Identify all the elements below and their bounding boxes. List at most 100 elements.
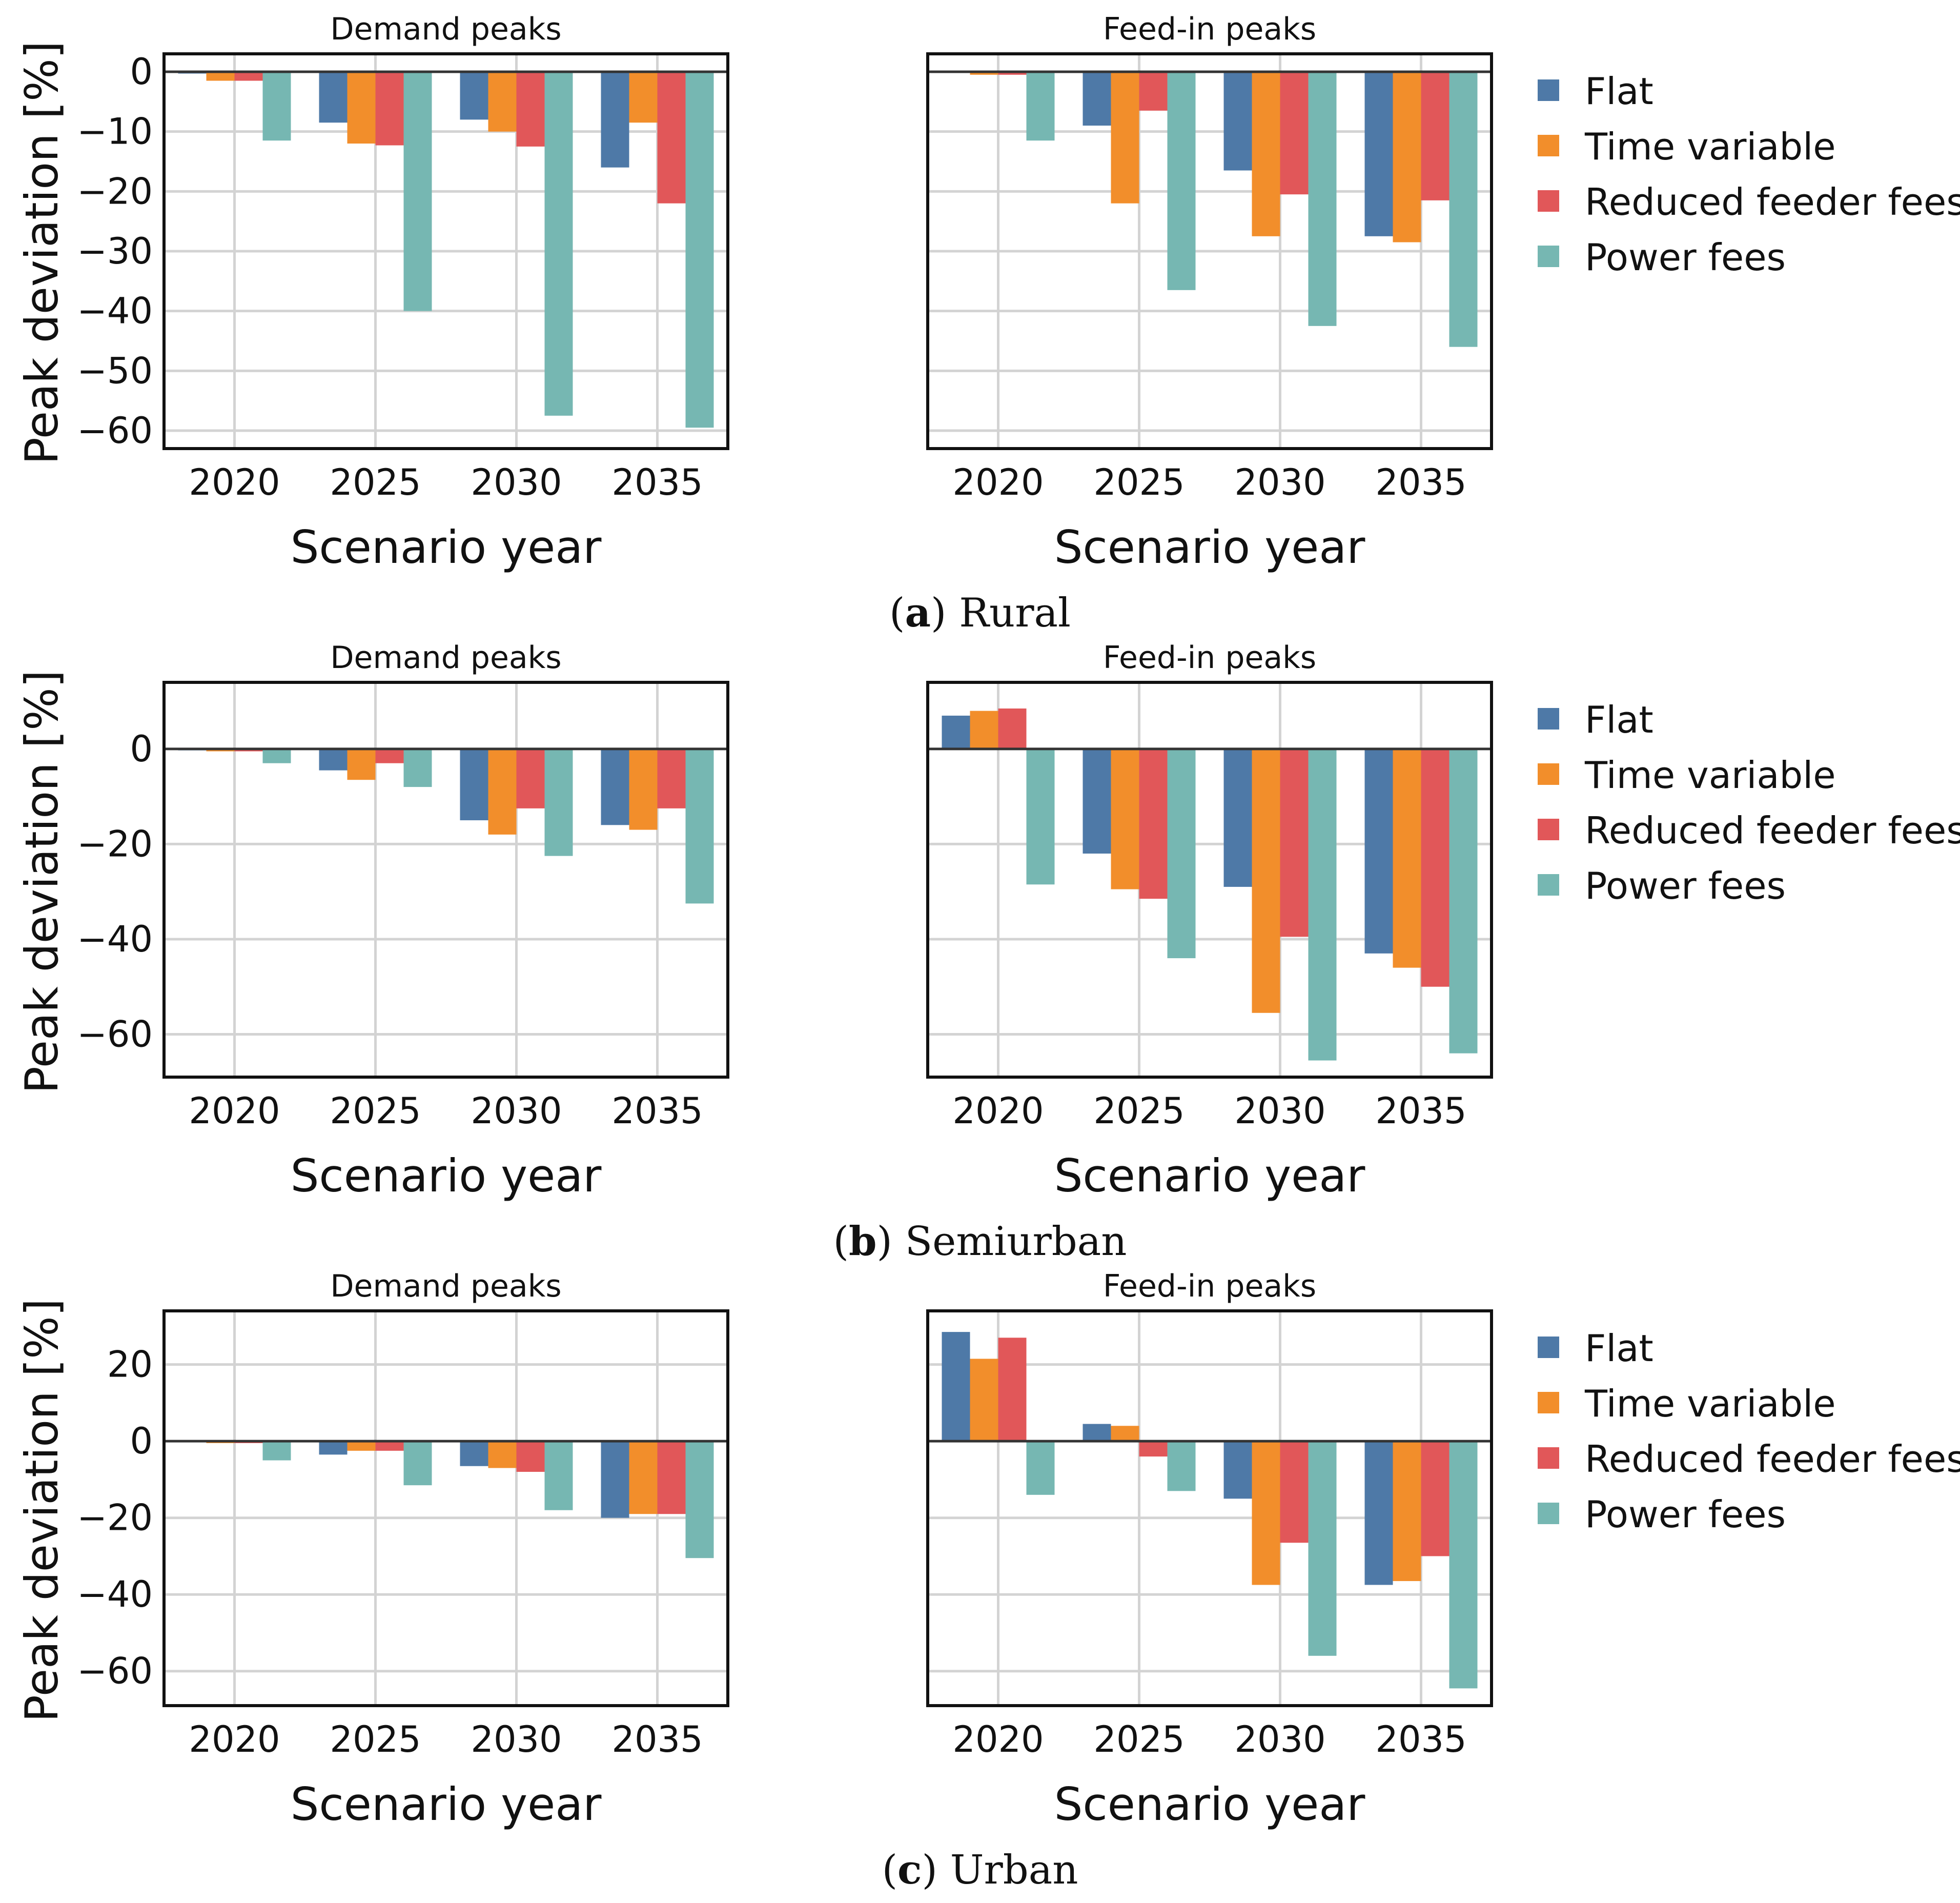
bar-reduced-feeder-fees-2030	[1280, 1441, 1309, 1543]
bar-time-variable-2030	[1252, 1441, 1280, 1585]
y-tick-label: −20	[77, 823, 153, 865]
legend-swatch-time-variable	[1538, 135, 1559, 156]
x-tick-label: 2025	[1093, 1718, 1185, 1760]
bar-time-variable-2030	[1252, 72, 1280, 236]
y-tick-label: −60	[77, 410, 153, 452]
bar-time-variable-2020	[970, 1359, 998, 1442]
panel-title: Demand peaks	[330, 1268, 561, 1304]
x-tick-label: 2025	[330, 461, 421, 503]
bar-power-fees-2025	[1167, 1441, 1196, 1491]
bar-flat-2030	[460, 1441, 488, 1466]
bar-time-variable-2020	[970, 711, 998, 749]
panel-b-demand: Demand peaks 2020 2025 2030 2035 0 −20 −40 −60	[77, 640, 729, 1132]
legend-swatch-power-fees	[1538, 246, 1559, 267]
bar-time-variable-2025	[347, 1441, 376, 1451]
bar-flat-2035	[601, 748, 629, 825]
legend-label-reduced-feeder-fees: Reduced feeder fees	[1585, 809, 1960, 852]
bar-reduced-feeder-fees-2030	[1280, 72, 1309, 195]
bar-time-variable-2035	[629, 748, 658, 830]
x-tick-label: 2020	[189, 1090, 280, 1132]
bar-flat-2030	[1223, 748, 1252, 887]
bar-power-fees-2035	[1449, 72, 1478, 347]
x-tick-label: 2025	[330, 1090, 421, 1132]
bar-time-variable-2035	[629, 1441, 658, 1514]
panel-a-feedin: Feed-in peaks 2020 2025 2030 2035	[926, 11, 1493, 503]
legend-label-flat: Flat	[1585, 698, 1653, 741]
bar-power-fees-2020	[1026, 72, 1055, 141]
legend-label-time-variable: Time variable	[1584, 1382, 1836, 1425]
panel-b-feedin: Feed-in peaks 2020 2025 2030 2035	[926, 640, 1493, 1132]
bar-flat-2025	[319, 72, 348, 123]
y-tick-label: −10	[77, 111, 153, 153]
y-tick-label: −30	[77, 230, 153, 272]
x-tick-label: 2030	[471, 1090, 562, 1132]
row-c-static: Peak deviation [%] Scenario year Scenari…	[15, 1299, 1960, 1893]
bar-time-variable-2025	[1111, 72, 1139, 204]
bar-flat-2030	[1223, 1441, 1252, 1499]
bar-power-fees-2035	[1449, 1441, 1478, 1689]
bar-reduced-feeder-fees-2035	[1421, 1441, 1449, 1556]
bar-flat-2025	[1083, 748, 1111, 854]
panel-title: Feed-in peaks	[1103, 1268, 1316, 1304]
row-a-static: Peak deviation [%] Scenario year Scenari…	[15, 41, 1960, 636]
y-axis-label-a: Peak deviation [%]	[15, 41, 68, 464]
x-tick-label: 2020	[189, 461, 280, 503]
legend-swatch-flat	[1538, 79, 1559, 101]
x-axis-label-c-demand: Scenario year	[291, 1778, 602, 1831]
caption-b: (b) Semiurban	[833, 1218, 1127, 1265]
x-tick-label: 2030	[1234, 1718, 1325, 1760]
bar-power-fees-2025	[403, 72, 432, 311]
bar-time-variable-2025	[1111, 1426, 1139, 1442]
y-tick-label: −40	[77, 290, 153, 332]
bar-power-fees-2020	[262, 1441, 291, 1461]
plot-frame	[926, 1309, 1493, 1707]
plot-frame	[162, 52, 729, 450]
bar-power-fees-2025	[1167, 72, 1196, 290]
bar-reduced-feeder-fees-2025	[375, 72, 404, 146]
bar-time-variable-2025	[347, 748, 376, 780]
bar-power-fees-2030	[544, 748, 573, 856]
bar-time-variable-2035	[629, 72, 658, 123]
legend-a: Flat Time variable Reduced feeder fees P…	[1538, 70, 1960, 279]
caption-c: (c) Urban	[882, 1847, 1078, 1893]
legend-swatch-reduced-feeder-fees	[1538, 819, 1559, 840]
x-tick-label: 2030	[471, 461, 562, 503]
caption-b-text: Semiurban	[905, 1219, 1127, 1265]
bar-reduced-feeder-fees-2025	[1139, 748, 1168, 899]
panel-a-demand: Demand peaks 2020 2025 2030 2035 0 −10 −20 −30 −4…	[77, 11, 729, 503]
legend-swatch-time-variable	[1538, 1392, 1559, 1413]
bar-reduced-feeder-fees-2030	[516, 1441, 545, 1472]
x-tick-label: 2025	[330, 1718, 421, 1760]
legend-swatch-power-fees	[1538, 1503, 1559, 1524]
x-tick-label: 2020	[952, 461, 1044, 503]
bar-power-fees-2020	[1026, 748, 1055, 885]
legend-label-power-fees: Power fees	[1585, 864, 1786, 907]
y-tick-label: 20	[107, 1344, 153, 1386]
row-b-static: Peak deviation [%] Scenario year Scenari…	[15, 670, 1960, 1265]
bar-flat-2030	[460, 72, 488, 120]
legend-label-flat: Flat	[1585, 1327, 1653, 1370]
bar-flat-2035	[601, 72, 629, 168]
x-axis-label-a-demand: Scenario year	[291, 521, 602, 574]
bar-reduced-feeder-fees-2030	[1280, 748, 1309, 937]
bar-time-variable-2030	[488, 748, 517, 835]
bar-time-variable-2030	[488, 1441, 517, 1468]
legend-swatch-flat	[1538, 708, 1559, 730]
bar-time-variable-2030	[1252, 748, 1280, 1013]
x-tick-label: 2030	[1234, 1090, 1325, 1132]
bar-power-fees-2025	[1167, 748, 1196, 959]
bar-power-fees-2025	[403, 1441, 432, 1486]
y-tick-label: 0	[130, 1420, 153, 1462]
bar-flat-2035	[601, 1441, 629, 1518]
bar-reduced-feeder-fees-2020	[998, 1338, 1027, 1442]
x-axis-label-b-demand: Scenario year	[291, 1149, 602, 1202]
bar-flat-2025	[1083, 72, 1111, 126]
x-tick-label: 2020	[952, 1718, 1044, 1760]
bar-flat-2025	[1083, 1424, 1111, 1442]
bar-time-variable-2020	[970, 72, 998, 75]
panel-title: Feed-in peaks	[1103, 11, 1316, 47]
plot-background	[164, 682, 728, 1077]
bar-flat-2025	[319, 1441, 348, 1455]
x-tick-label: 2030	[471, 1718, 562, 1760]
